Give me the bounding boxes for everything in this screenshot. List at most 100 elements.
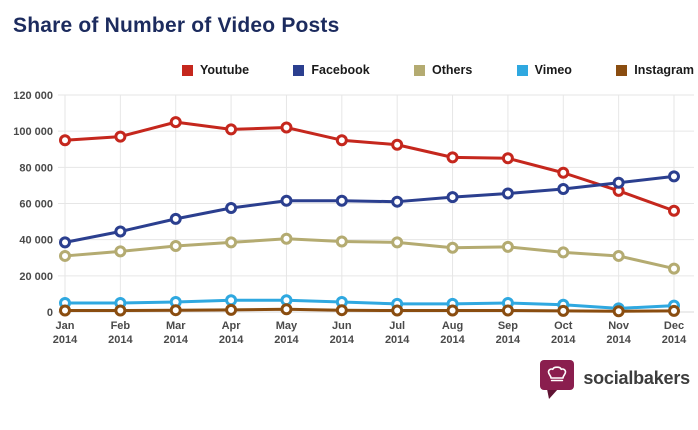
x-axis-label-year: 2014 <box>496 334 521 346</box>
vimeo-point-apr[interactable] <box>225 294 238 307</box>
x-axis-label-year: 2014 <box>440 334 465 346</box>
x-axis-label-year: 2014 <box>163 334 188 346</box>
legend-swatch-youtube-icon <box>182 64 193 76</box>
instagram-point-may[interactable] <box>280 303 293 316</box>
legend-label: Instagram <box>634 63 694 77</box>
others-point-feb[interactable] <box>114 245 127 258</box>
others-point-jun[interactable] <box>335 235 348 248</box>
legend-item-others[interactable]: Others <box>414 63 472 77</box>
x-axis-label-month: Jul <box>389 320 405 332</box>
facebook-point-mar[interactable] <box>169 212 182 225</box>
x-axis-label-year: 2014 <box>606 334 631 346</box>
y-axis-label: 40 000 <box>19 235 53 247</box>
x-axis-label-year: 2014 <box>551 334 576 346</box>
youtube-point-mar[interactable] <box>169 116 182 129</box>
youtube-line <box>64 120 675 213</box>
legend-label: Vimeo <box>534 63 572 77</box>
legend-item-instagram[interactable]: Instagram <box>616 63 694 77</box>
others-point-apr[interactable] <box>225 236 238 249</box>
facebook-point-jan[interactable] <box>59 236 71 249</box>
instagram-point-nov[interactable] <box>612 305 625 318</box>
y-axis-label: 20 000 <box>19 271 53 283</box>
instagram-point-jun[interactable] <box>335 304 348 317</box>
youtube-point-oct[interactable] <box>557 166 570 179</box>
legend-label: Others <box>432 63 473 77</box>
x-axis-label-year: 2014 <box>330 334 355 346</box>
x-axis-label-month: Dec <box>664 320 684 332</box>
chef-hat-icon <box>548 366 567 382</box>
legend-label: Youtube <box>200 63 250 77</box>
x-axis-label-month: Aug <box>442 320 463 332</box>
x-axis-label-year: 2014 <box>274 334 299 346</box>
facebook-point-apr[interactable] <box>225 202 238 215</box>
youtube-point-jun[interactable] <box>335 134 348 147</box>
instagram-point-sep[interactable] <box>501 304 514 317</box>
facebook-point-may[interactable] <box>280 194 293 207</box>
youtube-point-sep[interactable] <box>501 152 514 165</box>
facebook-point-nov[interactable] <box>612 176 625 189</box>
legend-item-facebook[interactable]: Facebook <box>293 63 370 77</box>
x-axis-label-year: 2014 <box>108 334 133 346</box>
x-axis-label-month: Apr <box>222 320 242 332</box>
x-axis-label-month: Jun <box>332 320 352 332</box>
facebook-point-oct[interactable] <box>557 183 570 196</box>
instagram-point-jul[interactable] <box>391 304 404 317</box>
instagram-point-jan[interactable] <box>59 304 71 317</box>
legend-swatch-facebook-icon <box>293 64 305 76</box>
instagram-point-feb[interactable] <box>114 304 127 317</box>
socialbakers-badge-icon <box>540 360 575 399</box>
others-line <box>64 237 675 271</box>
facebook-point-dec[interactable] <box>668 170 680 183</box>
legend-item-youtube[interactable]: Youtube <box>182 63 249 77</box>
socialbakers-logo: socialbakers <box>539 359 690 403</box>
x-axis-label-year: 2014 <box>662 334 687 346</box>
x-axis-label-year: 2014 <box>53 334 78 346</box>
facebook-line <box>64 174 675 244</box>
instagram-point-oct[interactable] <box>557 304 570 317</box>
x-axis-label-year: 2014 <box>219 334 244 346</box>
legend-item-vimeo[interactable]: Vimeo <box>516 63 572 77</box>
x-axis-label-month: Feb <box>111 320 131 332</box>
youtube-point-jul[interactable] <box>391 138 404 151</box>
youtube-point-aug[interactable] <box>446 151 459 164</box>
youtube-point-jan[interactable] <box>59 134 71 147</box>
y-axis-label: 0 <box>47 307 53 319</box>
others-point-may[interactable] <box>280 232 293 245</box>
x-axis-label-month: Sep <box>498 320 518 332</box>
legend-swatch-instagram-icon <box>616 64 628 76</box>
instagram-point-apr[interactable] <box>225 303 238 316</box>
youtube-point-dec[interactable] <box>668 204 680 217</box>
y-axis-label: 120 000 <box>13 90 53 102</box>
facebook-point-feb[interactable] <box>114 225 127 238</box>
others-point-nov[interactable] <box>612 249 625 262</box>
others-point-sep[interactable] <box>501 240 514 253</box>
instagram-point-mar[interactable] <box>169 304 182 317</box>
facebook-point-aug[interactable] <box>446 191 459 204</box>
instagram-line <box>65 307 675 313</box>
facebook-point-jun[interactable] <box>335 194 348 207</box>
others-point-jan[interactable] <box>59 249 71 262</box>
facebook-point-jul[interactable] <box>391 195 404 208</box>
others-point-oct[interactable] <box>557 246 570 259</box>
vimeo-line <box>65 298 675 310</box>
legend-swatch-vimeo-icon <box>516 64 528 76</box>
youtube-point-feb[interactable] <box>114 130 127 143</box>
x-axis-label-month: Oct <box>554 320 573 332</box>
chart-legend: Youtube Facebook Others Vimeo Instagram <box>182 61 694 79</box>
y-axis-label: 100 000 <box>13 126 53 138</box>
youtube-point-may[interactable] <box>280 121 293 134</box>
x-axis-label-month: Nov <box>608 320 630 332</box>
facebook-point-sep[interactable] <box>501 187 514 200</box>
y-axis-label: 80 000 <box>19 162 53 174</box>
legend-label: Facebook <box>311 63 370 77</box>
others-point-aug[interactable] <box>446 241 459 254</box>
instagram-point-aug[interactable] <box>446 304 459 317</box>
x-axis-label-month: Jan <box>56 320 75 332</box>
others-point-mar[interactable] <box>169 239 182 252</box>
instagram-point-dec[interactable] <box>668 304 680 317</box>
others-point-jul[interactable] <box>391 236 404 249</box>
youtube-point-apr[interactable] <box>225 123 238 136</box>
others-point-dec[interactable] <box>668 262 680 275</box>
line-chart: 0 20 000 40 000 60 000 80 000 100 000 120 000 J… <box>13 90 694 346</box>
